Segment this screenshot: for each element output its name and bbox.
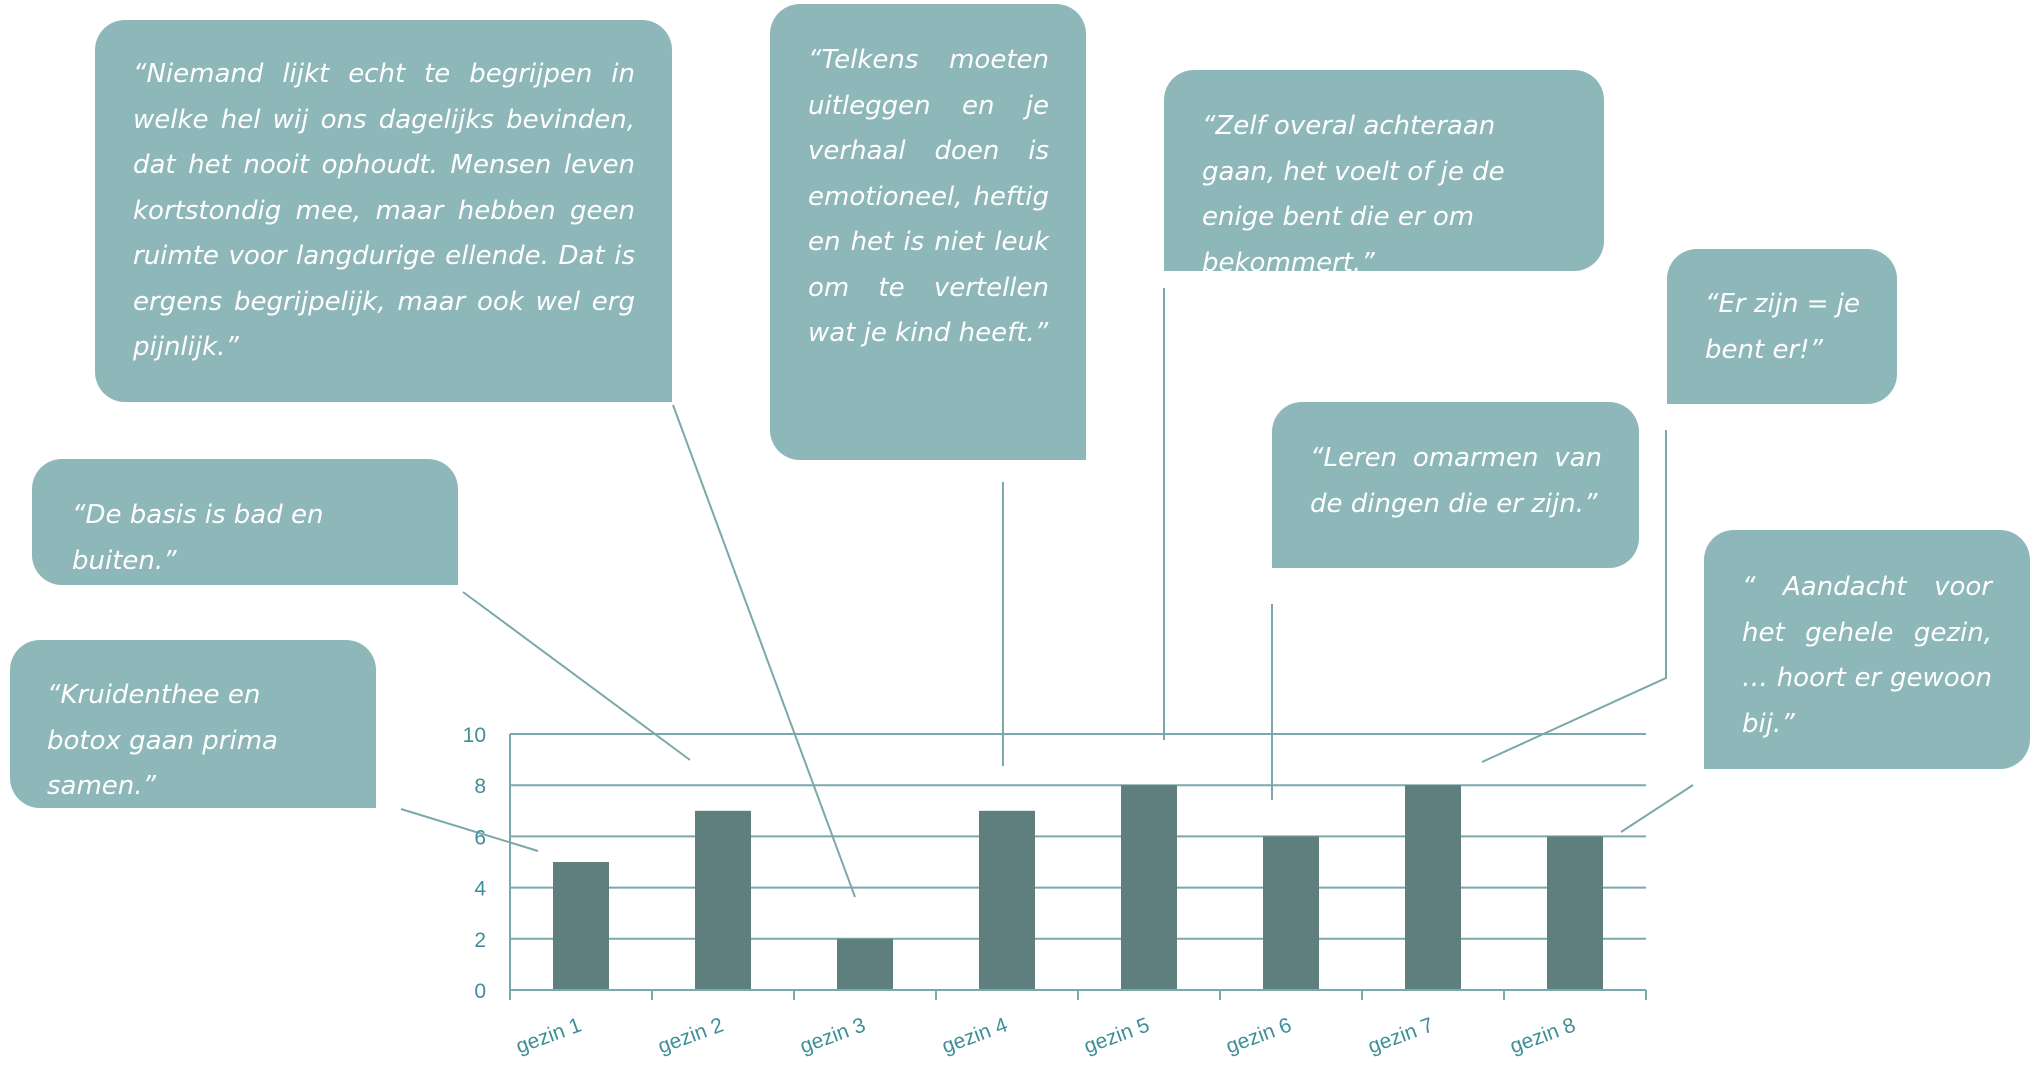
quote-text: “Leren omarmen van de dingen die er zijn… (1310, 443, 1602, 519)
bar-gezin-8 (1547, 836, 1603, 990)
chart-bars (553, 785, 1603, 990)
bar-gezin-3 (837, 938, 893, 990)
bar-gezin-4 (979, 810, 1035, 990)
bar-gezin-7 (1405, 785, 1461, 990)
connector-line-5 (462, 591, 691, 761)
quote-callout-gezin-6: “Leren omarmen van de dingen die er zijn… (1272, 402, 1639, 568)
y-tick-label: 0 (474, 980, 486, 1003)
x-tick-label: gezin 1 (513, 1014, 585, 1059)
quote-callout-gezin-8: “ Aandacht voor het gehele gezin, … hoor… (1704, 530, 2030, 769)
y-tick-label: 6 (474, 826, 486, 849)
chart-axes: 0 2 4 6 8 10 gezin 1 gezin 2 gezin 3 gezin 4 gezin… (463, 724, 1647, 1059)
y-tick-label: 8 (474, 775, 486, 798)
quote-text: “ Aandacht voor het gehele gezin, … hoor… (1742, 572, 1992, 739)
bar-gezin-1 (553, 862, 609, 990)
quote-callout-gezin-1: “Kruidenthee en botox gaan prima samen.” (10, 640, 376, 808)
x-tick-label: gezin 2 (655, 1014, 727, 1059)
chart-gridlines (510, 733, 1646, 991)
quote-text: “De basis is bad en buiten.” (72, 500, 324, 576)
y-tick-label: 2 (474, 929, 486, 952)
x-tick-label: gezin 3 (797, 1014, 869, 1059)
y-tick-label: 4 (474, 878, 486, 901)
quote-text: “Niemand lijkt echt te begrijpen in welk… (133, 59, 635, 362)
connector-line-7 (400, 808, 539, 852)
quote-text: “Kruidenthee en botox gaan prima samen.” (47, 680, 278, 801)
quote-callout-gezin-7: “Er zijn = je bent er!” (1667, 249, 1897, 404)
quote-text: “Zelf overal achteraan gaan, het voelt o… (1202, 111, 1505, 278)
quote-text: “Er zijn = je bent er!” (1705, 289, 1860, 365)
bar-gezin-2 (695, 810, 751, 990)
callout-connectors (400, 288, 1694, 898)
bar-gezin-6 (1263, 836, 1319, 990)
quote-callout-gezin-3: “Niemand lijkt echt te begrijpen in welk… (95, 20, 672, 402)
x-tick-label: gezin 7 (1365, 1014, 1437, 1059)
quote-callout-gezin-5: “Zelf overal achteraan gaan, het voelt o… (1164, 70, 1604, 278)
quote-callout-gezin-2: “De basis is bad en buiten.” (32, 459, 458, 585)
connector-line-8 (1620, 784, 1694, 833)
x-tick-label: gezin 5 (1081, 1014, 1153, 1059)
bar-gezin-5 (1121, 785, 1177, 990)
connector-line-1 (672, 404, 856, 898)
y-tick-label: 10 (463, 724, 486, 747)
x-tick-label: gezin 6 (1223, 1014, 1295, 1059)
quote-text: “Telkens moeten uitleggen en je verhaal … (808, 45, 1049, 348)
x-tick-label: gezin 8 (1507, 1014, 1579, 1059)
x-tick-label: gezin 4 (939, 1013, 1011, 1058)
quote-callout-gezin-4: “Telkens moeten uitleggen en je verhaal … (770, 4, 1086, 460)
